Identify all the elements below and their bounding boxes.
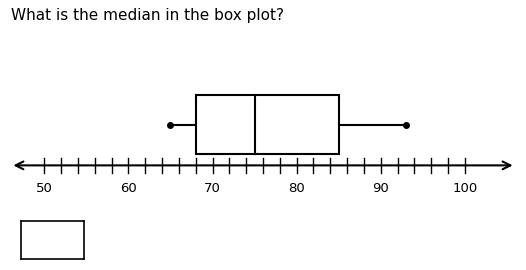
- Text: 80: 80: [288, 182, 305, 195]
- Text: 90: 90: [372, 182, 389, 195]
- Text: 60: 60: [120, 182, 137, 195]
- Bar: [196, 95, 339, 154]
- Text: 70: 70: [204, 182, 221, 195]
- Text: 100: 100: [452, 182, 478, 195]
- Text: 50: 50: [36, 182, 53, 195]
- Text: What is the median in the box plot?: What is the median in the box plot?: [11, 8, 284, 23]
